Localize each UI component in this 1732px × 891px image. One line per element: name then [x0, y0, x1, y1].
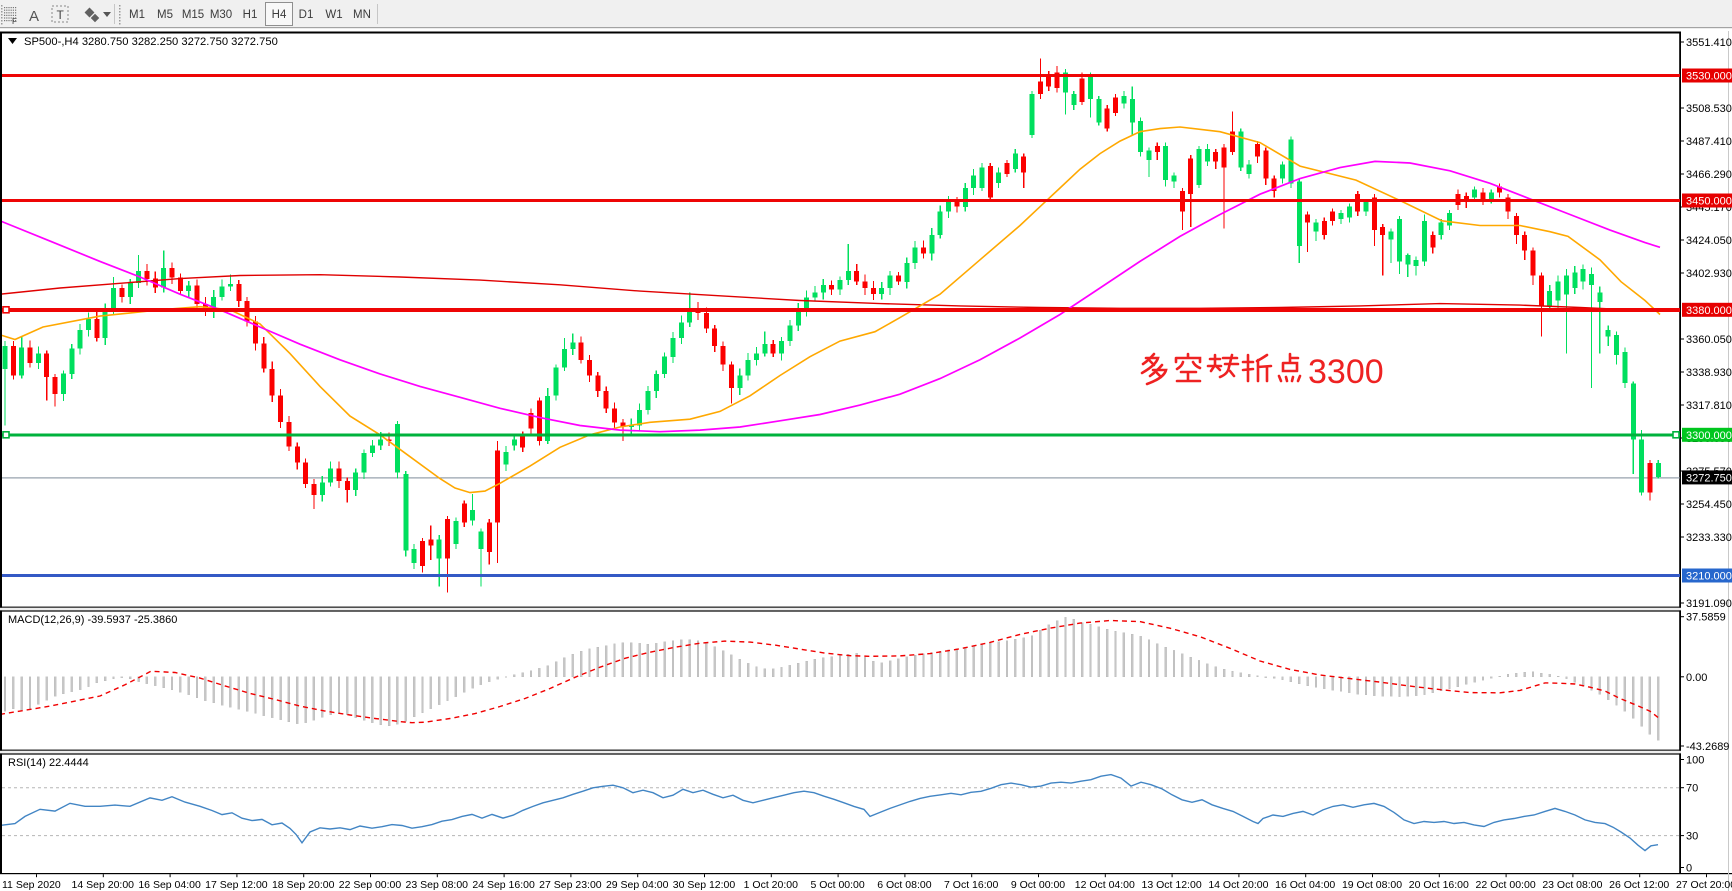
- svg-text:T: T: [57, 8, 65, 22]
- svg-text:3530.000: 3530.000: [1686, 71, 1732, 83]
- svg-text:6 Oct 08:00: 6 Oct 08:00: [877, 879, 931, 891]
- svg-text:3380.000: 3380.000: [1686, 305, 1732, 317]
- svg-text:3551.410: 3551.410: [1686, 37, 1732, 49]
- svg-text:W1: W1: [325, 9, 342, 21]
- svg-text:7 Oct 16:00: 7 Oct 16:00: [944, 879, 998, 891]
- svg-text:37.5859: 37.5859: [1686, 612, 1726, 624]
- svg-text:3338.930: 3338.930: [1686, 367, 1732, 379]
- svg-text:3450.000: 3450.000: [1686, 196, 1732, 208]
- svg-text:16 Sep 04:00: 16 Sep 04:00: [138, 879, 201, 891]
- svg-text:0: 0: [1686, 863, 1692, 875]
- svg-text:3272.750: 3272.750: [1686, 472, 1732, 484]
- svg-text:18 Sep 20:00: 18 Sep 20:00: [272, 879, 335, 891]
- svg-text:22 Oct 00:00: 22 Oct 00:00: [1476, 879, 1536, 891]
- svg-text:12 Oct 04:00: 12 Oct 04:00: [1075, 879, 1135, 891]
- svg-text:3300.000: 3300.000: [1686, 430, 1732, 442]
- svg-text:3402.930: 3402.930: [1686, 268, 1732, 280]
- svg-text:30 Sep 12:00: 30 Sep 12:00: [673, 879, 736, 891]
- svg-text:3317.810: 3317.810: [1686, 400, 1732, 412]
- svg-text:3254.450: 3254.450: [1686, 499, 1732, 511]
- svg-text:13 Oct 12:00: 13 Oct 12:00: [1142, 879, 1202, 891]
- svg-text:D1: D1: [299, 9, 314, 21]
- svg-text:H4: H4: [272, 9, 287, 21]
- svg-text:M5: M5: [157, 9, 173, 21]
- svg-text:17 Sep 12:00: 17 Sep 12:00: [205, 879, 268, 891]
- svg-text:H1: H1: [243, 9, 258, 21]
- svg-text:20 Oct 16:00: 20 Oct 16:00: [1409, 879, 1469, 891]
- svg-text:27 Oct 20:00: 27 Oct 20:00: [1676, 879, 1732, 891]
- svg-text:9 Oct 00:00: 9 Oct 00:00: [1011, 879, 1065, 891]
- svg-text:16 Oct 04:00: 16 Oct 04:00: [1275, 879, 1335, 891]
- svg-text:3233.330: 3233.330: [1686, 532, 1732, 544]
- svg-text:29 Sep 04:00: 29 Sep 04:00: [606, 879, 669, 891]
- svg-text:5 Oct 00:00: 5 Oct 00:00: [810, 879, 864, 891]
- svg-text:27 Sep 23:00: 27 Sep 23:00: [539, 879, 602, 891]
- svg-text:30: 30: [1686, 831, 1698, 843]
- svg-text:RSI(14) 22.4444: RSI(14) 22.4444: [8, 757, 89, 769]
- svg-text:1 Oct 20:00: 1 Oct 20:00: [744, 879, 798, 891]
- svg-text:SP500-,H4 3280.750 3282.250 3: SP500-,H4 3280.750 3282.250 3272.750 327…: [24, 36, 278, 48]
- svg-text:70: 70: [1686, 783, 1698, 795]
- svg-text:23 Sep 08:00: 23 Sep 08:00: [406, 879, 469, 891]
- svg-text:14 Sep 20:00: 14 Sep 20:00: [72, 879, 135, 891]
- svg-text:26 Oct 12:00: 26 Oct 12:00: [1609, 879, 1669, 891]
- svg-text:23 Oct 08:00: 23 Oct 08:00: [1542, 879, 1602, 891]
- svg-text:3466.290: 3466.290: [1686, 169, 1732, 181]
- svg-text:3508.530: 3508.530: [1686, 103, 1732, 115]
- svg-text:19 Oct 08:00: 19 Oct 08:00: [1342, 879, 1402, 891]
- svg-text:3210.000: 3210.000: [1686, 571, 1732, 583]
- svg-text:M15: M15: [182, 9, 204, 21]
- svg-text:M1: M1: [129, 9, 145, 21]
- svg-text:100: 100: [1686, 755, 1704, 767]
- svg-text:MN: MN: [353, 9, 371, 21]
- svg-text:24 Sep 16:00: 24 Sep 16:00: [472, 879, 535, 891]
- svg-text:11 Sep 2020: 11 Sep 2020: [2, 879, 61, 891]
- svg-text:-43.2689: -43.2689: [1686, 741, 1729, 753]
- svg-text:MACD(12,26,9) -39.5937 -25.386: MACD(12,26,9) -39.5937 -25.3860: [8, 614, 177, 626]
- svg-text:M30: M30: [210, 9, 232, 21]
- svg-text:3487.410: 3487.410: [1686, 136, 1732, 148]
- svg-text:0.00: 0.00: [1686, 672, 1707, 684]
- svg-text:3191.090: 3191.090: [1686, 598, 1732, 610]
- svg-text:3300: 3300: [1308, 353, 1384, 391]
- svg-text:3360.050: 3360.050: [1686, 334, 1732, 346]
- svg-text:A: A: [29, 8, 39, 25]
- svg-text:14 Oct 20:00: 14 Oct 20:00: [1208, 879, 1268, 891]
- svg-text:3424.050: 3424.050: [1686, 235, 1732, 247]
- svg-text:F: F: [12, 17, 17, 26]
- svg-text:22 Sep 00:00: 22 Sep 00:00: [339, 879, 402, 891]
